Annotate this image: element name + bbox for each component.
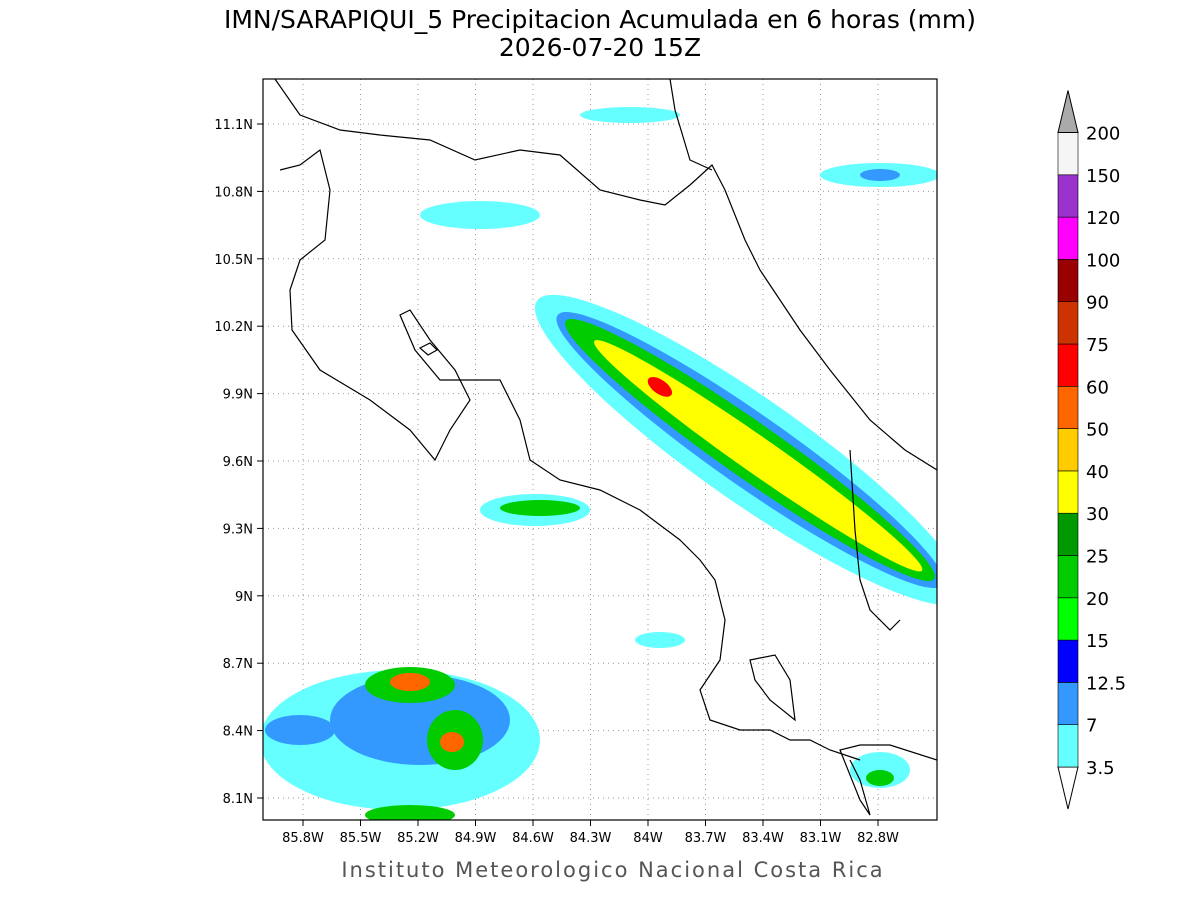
colorbar-label: 200 bbox=[1086, 124, 1120, 145]
colorbar-segment bbox=[1057, 470, 1079, 514]
lon-tick-label: 83.7W bbox=[685, 831, 727, 846]
lat-tick-label: 9.3N bbox=[223, 522, 253, 537]
colorbar-label: 120 bbox=[1086, 208, 1120, 229]
colorbar: 3.5 7 12.5 15 20 25 30 40 50 60 75 90 100 120 150 200 bbox=[1057, 90, 1126, 810]
precip-small bbox=[420, 107, 937, 788]
colorbar-label: 150 bbox=[1086, 166, 1120, 187]
colorbar-segment bbox=[1057, 174, 1079, 218]
colorbar-segment bbox=[1057, 216, 1079, 260]
footer: Instituto Meteorologico Nacional Costa R… bbox=[341, 858, 884, 882]
colorbar-segment bbox=[1057, 132, 1079, 176]
colorbar-label: 75 bbox=[1086, 335, 1109, 356]
lat-tick-label: 8.7N bbox=[223, 657, 253, 672]
colorbar-label: 90 bbox=[1086, 293, 1109, 314]
precip-band bbox=[534, 294, 937, 606]
colorbar-label: 100 bbox=[1086, 250, 1120, 271]
lat-tick-label: 11.1N bbox=[214, 118, 253, 133]
colorbar-arrow-high bbox=[1057, 90, 1079, 133]
colorbar-segment bbox=[1057, 385, 1079, 429]
colorbar-label: 50 bbox=[1086, 420, 1109, 441]
colorbar-segment bbox=[1057, 259, 1079, 302]
precip-fields bbox=[263, 107, 937, 820]
lon-tick-label: 84.3W bbox=[570, 831, 612, 846]
colorbar-segment bbox=[1057, 639, 1079, 683]
colorbar-label: 40 bbox=[1086, 462, 1109, 483]
lon-tick-label: 82.8W bbox=[857, 831, 899, 846]
lat-tick-label: 8.4N bbox=[223, 725, 253, 740]
lat-tick-label: 8.1N bbox=[223, 792, 253, 807]
colorbar-arrow-low bbox=[1057, 766, 1079, 810]
colorbar-label: 30 bbox=[1086, 504, 1109, 525]
colorbar-segment bbox=[1057, 682, 1079, 726]
colorbar-segment bbox=[1057, 597, 1079, 641]
lat-tick-label: 9.6N bbox=[223, 455, 253, 470]
colorbar-segment bbox=[1057, 301, 1079, 345]
lon-tick-label: 83.4W bbox=[742, 831, 784, 846]
lon-tick-label: 84.6W bbox=[512, 831, 554, 846]
lon-tick-label: 83.1W bbox=[800, 831, 842, 846]
lat-tick-label: 9N bbox=[235, 590, 253, 605]
lat-tick-label: 10.2N bbox=[214, 320, 253, 335]
colorbar-label: 3.5 bbox=[1086, 758, 1115, 779]
colorbar-label: 20 bbox=[1086, 589, 1109, 610]
colorbar-label: 12.5 bbox=[1086, 673, 1126, 694]
axes: 11.1N 10.8N 10.5N 10.2N 9.9N 9.6N 9.3N 9N 8.7N 8.… bbox=[214, 118, 899, 846]
lon-tick-label: 85.5W bbox=[340, 831, 382, 846]
colorbar-label: 15 bbox=[1086, 631, 1109, 652]
lat-tick-label: 9.9N bbox=[223, 388, 253, 403]
colorbar-segment bbox=[1057, 512, 1079, 556]
colorbar-segment bbox=[1057, 555, 1079, 599]
coastline bbox=[274, 79, 937, 816]
colorbar-label: 7 bbox=[1086, 716, 1097, 737]
lon-tick-label: 85.8W bbox=[282, 831, 324, 846]
map-frame bbox=[262, 78, 938, 821]
colorbar-label: 25 bbox=[1086, 547, 1109, 568]
title: IMN/SARAPIQUI_5 Precipitacion Acumulada … bbox=[224, 5, 976, 34]
subtitle: 2026-07-20 15Z bbox=[499, 33, 701, 62]
lon-tick-label: 84W bbox=[633, 831, 663, 846]
colorbar-segment bbox=[1057, 428, 1079, 472]
precip-south bbox=[263, 667, 540, 820]
colorbar-segment bbox=[1057, 724, 1079, 768]
lon-tick-label: 84.9W bbox=[455, 831, 497, 846]
colorbar-label: 60 bbox=[1086, 377, 1109, 398]
colorbar-segment bbox=[1057, 343, 1079, 387]
lat-tick-label: 10.8N bbox=[214, 185, 253, 200]
lat-tick-label: 10.5N bbox=[214, 253, 253, 268]
lon-tick-label: 85.2W bbox=[397, 831, 439, 846]
